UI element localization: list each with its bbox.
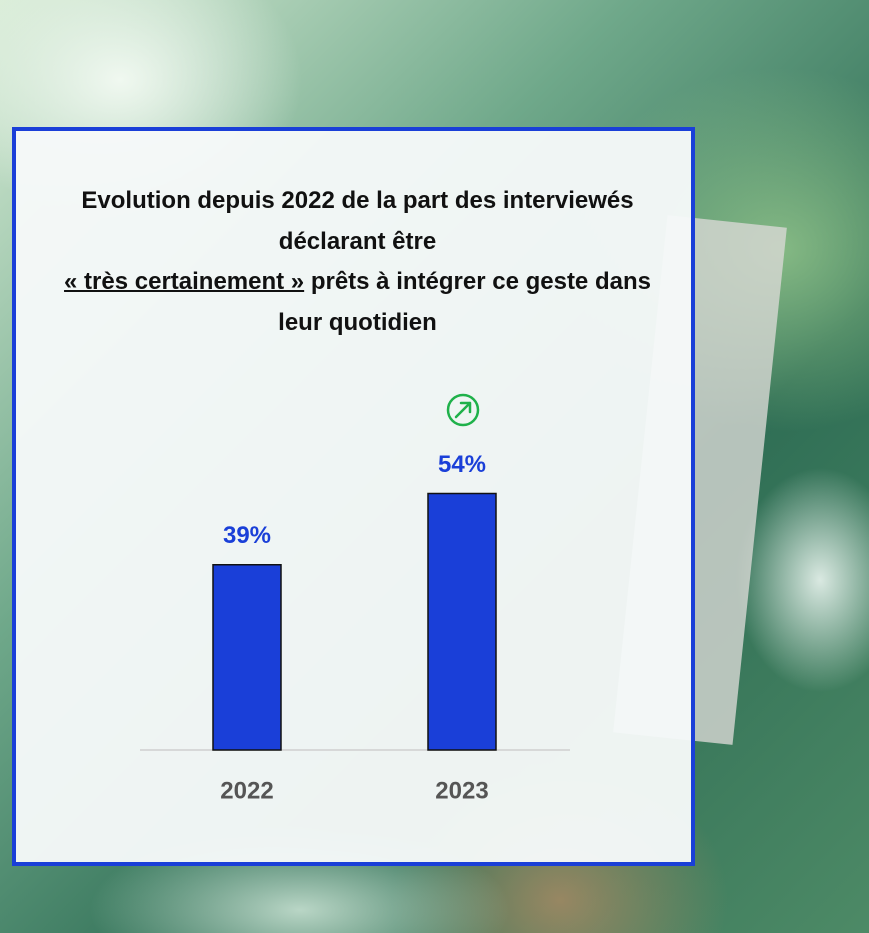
title-part: prêts à intégrer ce geste dans leur quot… [278,268,651,336]
title-emphasis: « très certainement » [64,268,305,295]
card: Evolution depuis 2022 de la part des int… [12,127,695,866]
trend-icon [446,393,480,427]
x-tick-label: 2023 [435,777,488,804]
bar [212,564,282,751]
value-label: 54% [438,451,486,478]
chart-title: Evolution depuis 2022 de la part des int… [50,181,665,343]
x-tick-label: 2022 [220,777,273,804]
value-label: 39% [223,522,271,549]
title-part: Evolution depuis 2022 de la part des int… [81,187,634,255]
bar [427,492,497,751]
